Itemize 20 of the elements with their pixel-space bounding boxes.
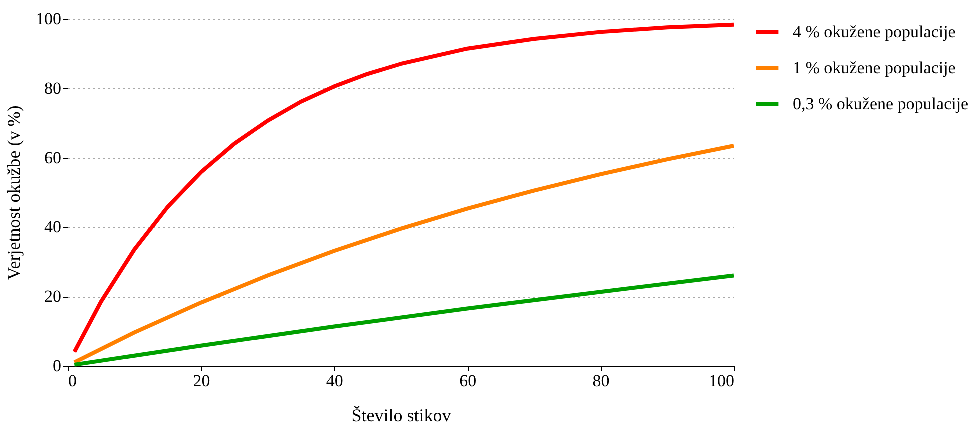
y-tick-label: 60	[44, 148, 62, 168]
legend-label: 1 % okužene populacije	[793, 58, 956, 78]
x-tick-label: 0	[68, 372, 77, 390]
line-series	[72, 144, 736, 365]
line-series	[72, 274, 736, 367]
legend-label: 4 % okužene populacije	[793, 22, 956, 42]
legend-label: 0,3 % okužene populacije	[793, 94, 969, 114]
y-tick-label: 100	[36, 10, 62, 28]
x-tick-label: 20	[193, 372, 210, 390]
y-tick-label: 40	[44, 218, 62, 237]
x-tick-label: 80	[592, 372, 610, 390]
y-tick-label: 0	[53, 356, 62, 376]
x-tick-label: 100	[709, 372, 734, 390]
y-axis-title: Verjetnost okužbe (v %)	[4, 106, 24, 280]
y-tick-label: 20	[44, 287, 62, 306]
x-tick-label: 60	[460, 372, 477, 390]
x-axis-title: Število stikov	[352, 406, 452, 426]
line-series	[72, 22, 736, 354]
x-tick-label: 40	[326, 372, 344, 390]
y-tick-label: 80	[44, 78, 62, 98]
